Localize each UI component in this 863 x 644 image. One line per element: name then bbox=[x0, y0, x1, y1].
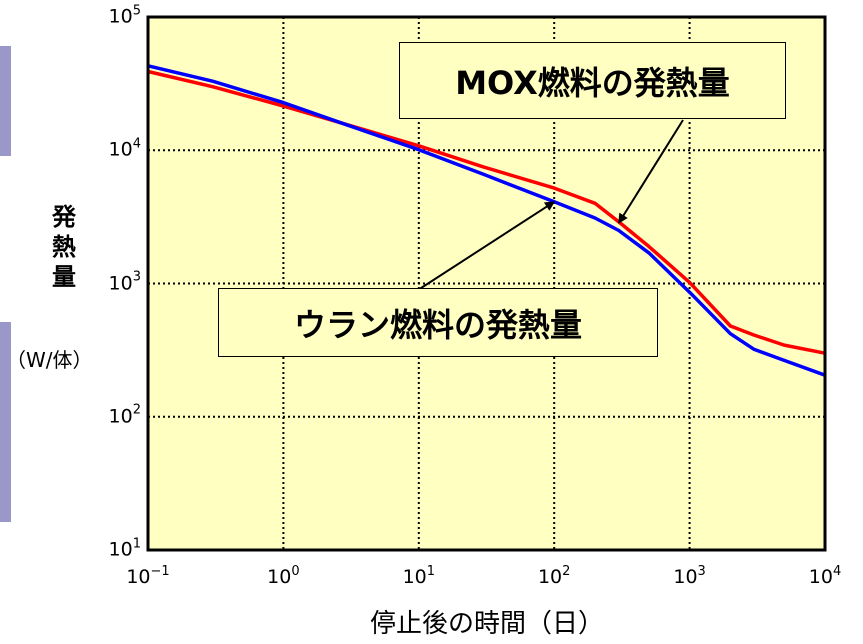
side-tab-top bbox=[0, 46, 11, 156]
x-tick-label-1: 100 bbox=[267, 563, 300, 588]
y-tick-label-0: 101 bbox=[108, 536, 141, 561]
mox-annotation-arrow bbox=[617, 119, 684, 224]
x-tick-label-5: 104 bbox=[808, 563, 842, 588]
x-tick-label-0: 10−1 bbox=[126, 563, 170, 588]
plot-frame bbox=[146, 15, 827, 552]
y-tick-label-2: 103 bbox=[108, 269, 141, 294]
y-axis-unit: （W/体） bbox=[6, 348, 93, 372]
x-tick-label-3: 102 bbox=[537, 563, 571, 588]
series-line-uranium bbox=[147, 64, 826, 377]
x-axis-label: 停止後の時間（日） bbox=[369, 609, 605, 639]
series-line-mox bbox=[147, 69, 826, 355]
y-tick-label-4: 105 bbox=[108, 3, 141, 28]
y-tick-label-1: 102 bbox=[108, 402, 141, 428]
x-tick-label-4: 103 bbox=[673, 563, 706, 588]
uranium-annotation-callout: ウラン燃料の発熱量 bbox=[218, 288, 658, 357]
side-tab-bottom bbox=[0, 322, 11, 522]
series-lines bbox=[147, 64, 826, 377]
mox-annotation-callout: MOX燃料の発熱量 bbox=[399, 42, 786, 119]
uranium-annotation-arrow bbox=[417, 200, 556, 291]
x-tick-label-2: 101 bbox=[402, 563, 436, 588]
y-axis-label: 発熱量 bbox=[52, 203, 76, 291]
y-tick-label-3: 104 bbox=[108, 136, 141, 161]
annotation-arrows bbox=[417, 119, 684, 291]
